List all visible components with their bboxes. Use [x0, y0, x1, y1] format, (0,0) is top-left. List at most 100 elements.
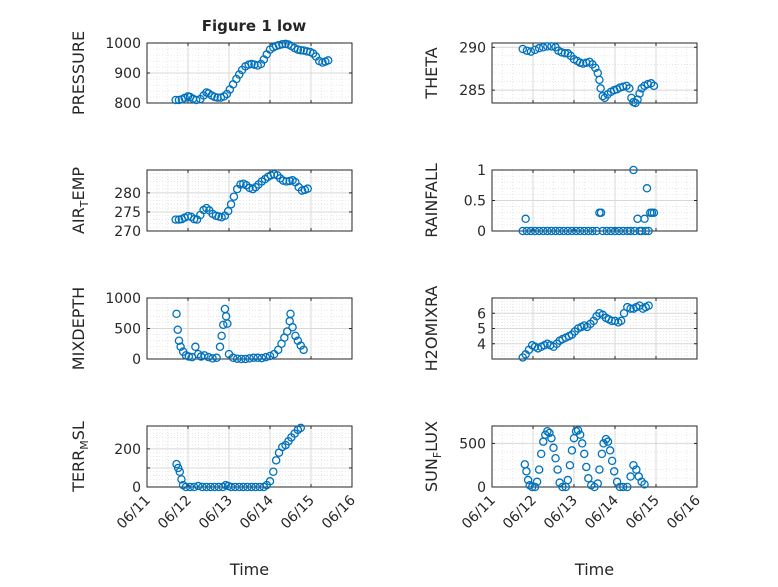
chart-5-data-point — [265, 351, 275, 361]
chart-8-ylabel-sub: F — [431, 452, 444, 458]
chart-5-data-point — [257, 353, 267, 363]
chart-4-data-point — [530, 226, 540, 236]
chart-7-xlabel: Time — [229, 560, 269, 579]
chart-1-ytick-label: 900 — [114, 66, 141, 82]
chart-8-data-point — [551, 453, 560, 463]
chart-3-data-point — [282, 177, 291, 186]
chart-7-data-point — [251, 482, 260, 492]
chart-4-data-point — [522, 226, 532, 236]
chart-4-ylabel: RAINFALL — [422, 163, 441, 238]
chart-7-ylabel-part: TERR — [69, 450, 88, 493]
chart-8-data-point — [523, 475, 533, 485]
chart-5-data-point — [228, 353, 238, 363]
chart-6-ytick-label: 5 — [477, 322, 486, 338]
chart-8-data-point — [545, 428, 554, 438]
chart-7-data-point — [175, 467, 185, 476]
chart-4-data-point — [588, 226, 597, 236]
chart-8-data-point — [555, 478, 564, 487]
chart-6-data-point — [644, 301, 653, 310]
chart-7-xtick-label: 06/12 — [155, 493, 195, 533]
chart-5-data-point — [217, 331, 226, 341]
chart-8-xtick-label: 06/11 — [459, 493, 499, 533]
chart-7-data-point — [172, 459, 181, 469]
chart-7-xtick-label: 06/15 — [278, 493, 318, 533]
chart-7-data-point — [173, 463, 183, 473]
chart-5-data-point — [219, 320, 228, 330]
chart-8: 0 500 06/11 06/12 06/13 06/14 06/15 06/16 SUNFLU… — [422, 421, 704, 579]
chart-7-axes-box — [146, 425, 353, 488]
chart-8-data-point — [629, 460, 638, 470]
chart-3-data-point — [303, 184, 312, 193]
chart-4-data-point — [596, 208, 606, 217]
chart-8-data-point — [530, 482, 540, 492]
chart-4-data-point — [602, 226, 612, 236]
chart-8-data-point — [527, 482, 537, 492]
chart-5-data-point — [215, 342, 225, 352]
chart-1-ytick-label: 800 — [114, 96, 141, 112]
chart-6-ylabel: H2OMIXRA — [422, 286, 441, 372]
chart-4-data-point — [580, 226, 589, 236]
chart-7-data-point — [239, 482, 248, 492]
chart-2-data-point — [625, 84, 634, 93]
chart-8-data-point — [549, 443, 558, 453]
chart-5-ylabel: MIXDEPTH — [69, 287, 88, 370]
chart-8-data-point — [603, 437, 613, 446]
chart-5-data-point — [253, 353, 262, 363]
chart-8-data-point — [618, 482, 628, 492]
chart-8-data-point — [522, 467, 531, 476]
chart-4-data-point — [610, 226, 620, 236]
chart-2-data-point — [530, 45, 540, 55]
chart-7-xtick-label: 06/11 — [114, 493, 154, 533]
chart-5-data-point — [223, 319, 232, 328]
chart-8-data-point — [565, 460, 575, 470]
chart-8-xlabel: Time — [574, 560, 614, 579]
chart-4-data-point — [547, 226, 556, 236]
chart-8-data-point — [525, 481, 534, 490]
chart-8-data-point — [543, 426, 552, 436]
chart-5-data-point — [291, 331, 300, 341]
chart-5-data-point — [299, 345, 308, 355]
chart-1-data-point — [191, 95, 201, 105]
chart-8-xtick-label: 06/13 — [541, 493, 581, 533]
chart-4-data-point — [543, 226, 552, 236]
chart-8-data-point — [577, 439, 587, 448]
chart-5-data-point — [282, 327, 292, 336]
chart-4-data-point — [606, 226, 616, 236]
chart-5-data-point — [184, 352, 194, 361]
chart-2-data-point — [518, 44, 528, 54]
chart-7-data-point — [271, 456, 281, 465]
chart-4-data-point — [649, 208, 659, 217]
chart-8-data-point — [640, 480, 649, 489]
chart-4-data-point — [641, 226, 651, 236]
chart-4-ytick-label: 1 — [477, 163, 486, 179]
chart-1-axes-box — [146, 42, 353, 104]
chart-5-data-point — [191, 342, 200, 352]
chart-4-data-point — [555, 226, 564, 236]
chart-8-data-point — [534, 465, 544, 474]
chart-5-ytick-label: 1000 — [105, 291, 141, 307]
chart-1-data-point — [278, 39, 287, 49]
chart-4-data-point — [539, 226, 548, 236]
chart-8-data-point — [558, 482, 567, 492]
chart-4-data-point — [614, 226, 624, 236]
chart-2-data-point — [598, 91, 607, 101]
chart-7-data-point — [247, 482, 256, 492]
chart-2: 285 290 THETA — [422, 40, 698, 108]
chart-5-data-point — [249, 353, 258, 363]
chart-5-data-point — [172, 309, 181, 319]
chart-3-data-point — [223, 206, 233, 216]
chart-2-data-point — [522, 46, 532, 55]
figure-title: Figure 1 low — [202, 17, 307, 35]
chart-2-data-point — [627, 93, 636, 103]
chart-3-data-point — [171, 215, 180, 224]
chart-4-ytick-label: 0 — [477, 224, 486, 240]
chart-8-data-point — [575, 430, 585, 439]
chart-8-xtick-label: 06/15 — [623, 493, 663, 533]
chart-8-ytick-label: 0 — [477, 480, 486, 496]
chart-1-data-point — [171, 95, 180, 105]
chart-5-data-point — [212, 353, 221, 363]
chart-4-data-point — [563, 226, 573, 236]
chart-5-data-point — [288, 323, 297, 332]
